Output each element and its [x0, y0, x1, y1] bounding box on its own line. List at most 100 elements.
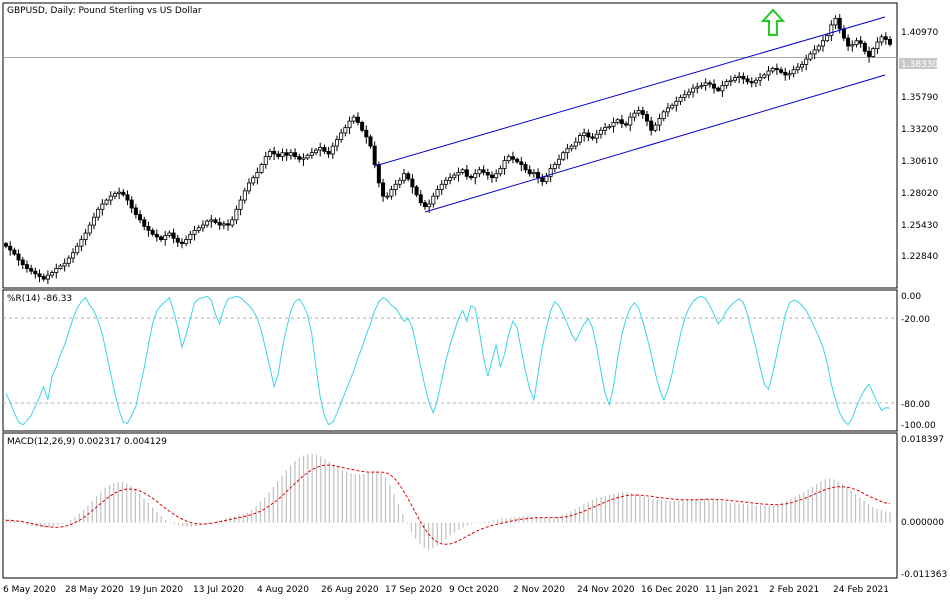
price-axis: 1.40970 1.38330 1.35790 1.33200 1.30610 … [899, 28, 938, 262]
candle [531, 169, 536, 178]
candle-body [464, 169, 469, 177]
candle [695, 82, 700, 94]
candle-body [590, 136, 595, 139]
candle [603, 123, 608, 136]
candle-body [276, 153, 281, 158]
candle-body [142, 219, 147, 227]
candle [510, 151, 515, 164]
candle [309, 147, 314, 159]
candle [435, 185, 440, 200]
candle-body [531, 172, 536, 175]
candle [284, 148, 289, 161]
candle-body [804, 58, 809, 65]
candle-body [112, 193, 117, 197]
candle-body [523, 164, 528, 171]
candle-body [766, 70, 771, 76]
candle [20, 256, 25, 270]
candle-body [322, 147, 327, 152]
candle-body [800, 64, 805, 68]
candle [368, 134, 373, 149]
candle [879, 34, 884, 46]
candle-body [154, 233, 159, 238]
candle-body [510, 156, 515, 160]
candle-body [841, 28, 846, 39]
candle-body [720, 85, 725, 92]
candle-body [368, 136, 373, 147]
macd-axis: 0.018397 0.000000 -0.011363 [901, 435, 947, 580]
candle-body [238, 199, 243, 210]
candle [422, 199, 427, 211]
candle-body [427, 203, 432, 208]
candle-body [661, 111, 666, 119]
channel-upper-line [374, 16, 886, 167]
candle-body [301, 157, 306, 160]
candle-body [364, 129, 369, 138]
candle [808, 51, 813, 62]
candle [712, 79, 717, 94]
candle-body [318, 147, 323, 151]
candle [372, 141, 377, 169]
candle-body [188, 233, 193, 240]
price-tick: 1.25430 [901, 221, 938, 231]
wr-tick: -80.00 [901, 400, 930, 410]
candle [133, 204, 138, 219]
candle-body [443, 179, 448, 185]
candle-body [477, 169, 482, 175]
candle [45, 270, 50, 284]
candle [661, 109, 666, 122]
candle-body [75, 245, 80, 254]
candle-body [339, 132, 344, 140]
candle [418, 190, 423, 206]
candle [402, 169, 407, 184]
candle-body [888, 39, 893, 45]
candle [272, 146, 277, 161]
candle [645, 110, 650, 127]
candle-body [850, 44, 855, 47]
candle-body [586, 132, 591, 138]
candle-body [272, 150, 277, 155]
candle [334, 135, 339, 152]
candle [686, 88, 691, 99]
candle [770, 66, 775, 74]
candle-body [469, 175, 474, 179]
candle [246, 178, 251, 195]
candle [820, 35, 825, 52]
candle-body [71, 252, 76, 259]
candle-body [280, 152, 285, 158]
price-pane [2, 2, 898, 289]
candle-body [41, 276, 46, 280]
candle [171, 228, 176, 244]
candle [167, 230, 172, 238]
candle-body [62, 262, 67, 267]
candle-body [79, 239, 84, 247]
candle-body [117, 191, 122, 194]
price-tick: 1.30610 [901, 157, 938, 167]
candle [481, 165, 486, 176]
candle [288, 149, 293, 160]
candle [439, 180, 444, 195]
candle-body [820, 40, 825, 47]
candle-body [640, 110, 645, 115]
candle [255, 167, 260, 185]
candle [276, 150, 281, 160]
candle [200, 220, 205, 232]
candle [515, 157, 520, 164]
candle-body [293, 152, 298, 158]
candle-body [439, 183, 444, 190]
candle [816, 44, 821, 53]
candle-body [221, 223, 226, 226]
candle-body [544, 175, 549, 183]
macd-tick: 0.000000 [901, 518, 944, 528]
candle [54, 263, 59, 279]
candle-body [565, 148, 570, 154]
candle-body [125, 194, 130, 201]
candle-body [795, 66, 800, 71]
candle-body [548, 168, 553, 177]
up-arrow-icon [760, 8, 786, 36]
candle [728, 75, 733, 87]
candle [829, 20, 834, 42]
candle-body [745, 78, 750, 82]
candle [498, 165, 503, 177]
candle [779, 67, 784, 75]
